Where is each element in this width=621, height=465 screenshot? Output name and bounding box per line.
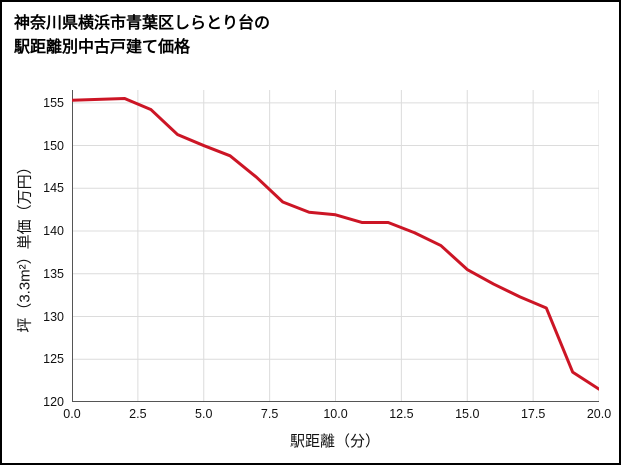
x-tick-label: 15.0 (455, 407, 480, 421)
y-tick-label: 130 (43, 309, 64, 324)
x-tick-label: 2.5 (129, 407, 147, 421)
y-tick-label: 145 (43, 181, 64, 196)
plot-area (72, 90, 599, 402)
y-tick-label: 125 (43, 352, 64, 367)
y-tick-label: 120 (43, 395, 64, 409)
chart-title: 神奈川県横浜市青葉区しらとり台の 駅距離別中古戸建て価格 (14, 12, 270, 60)
y-tick-label: 135 (43, 266, 64, 281)
y-tick-label: 140 (43, 224, 64, 239)
x-tick-label: 20.0 (586, 407, 612, 421)
x-tick-labels: 0.0 2.5 5.0 7.5 10.0 12.5 15.0 17.5 20.0 (63, 407, 611, 425)
x-tick-label: 0.0 (63, 407, 81, 421)
line-chart (72, 90, 599, 402)
y-tick-label: 150 (43, 138, 64, 153)
x-tick-label: 12.5 (389, 407, 414, 421)
x-tick-label: 10.0 (323, 407, 348, 421)
y-tick-labels: 120 125 130 135 140 145 150 155 (2, 90, 64, 409)
chart-title-line1: 神奈川県横浜市青葉区しらとり台の (14, 15, 271, 32)
x-tick-label: 17.5 (520, 407, 546, 421)
x-tick-label: 5.0 (195, 407, 213, 421)
x-tick-label: 7.5 (260, 407, 279, 421)
x-axis-label: 駅距離（分） (289, 433, 381, 450)
y-tick-label: 155 (43, 95, 64, 110)
chart-title-line2: 駅距離別中古戸建て価格 (14, 39, 191, 56)
